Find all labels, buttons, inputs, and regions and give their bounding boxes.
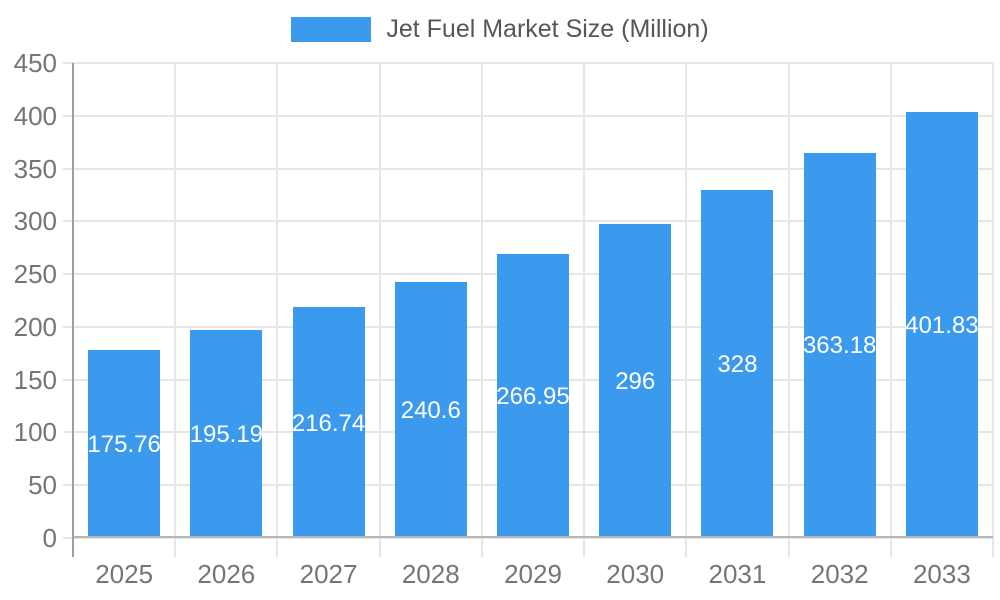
plot-area: 0 50 100 150 200 250 300 350 400 450 175.76 2025 195… (14, 50, 994, 589)
x-axis-tick-label: 2033 (912, 559, 971, 589)
y-axis-tick-label: 200 (13, 311, 57, 342)
x-axis-tick-label: 2031 (708, 559, 767, 589)
x-axis-line (73, 536, 993, 538)
bar-value-label: 216.74 (291, 409, 366, 437)
y-gridline (63, 114, 993, 117)
x-gridline (583, 63, 586, 557)
x-axis-tick-label: 2027 (299, 559, 358, 589)
x-gridline (992, 63, 994, 557)
bar-2027[interactable] (292, 307, 365, 536)
bar-2028[interactable] (394, 282, 467, 536)
bar-value-label: 363.18 (802, 332, 877, 360)
y-axis-tick-label: 50 (28, 470, 57, 501)
x-gridline (685, 63, 688, 557)
y-axis-line (72, 63, 74, 557)
y-axis-tick-label: 0 (42, 523, 57, 553)
bar-value-label: 240.6 (400, 397, 461, 425)
bar-2029[interactable] (497, 254, 569, 536)
bar-2033[interactable] (905, 111, 978, 536)
legend-swatch[interactable] (291, 17, 372, 42)
x-gridline (480, 63, 483, 557)
bar-value-label: 401.83 (905, 311, 979, 339)
y-axis-tick-label: 300 (13, 206, 57, 237)
y-gridline (63, 62, 993, 64)
bar-2025[interactable] (88, 350, 161, 536)
legend: Jet Fuel Market Size (Million) (0, 17, 1000, 42)
y-axis-tick-label: 400 (13, 100, 57, 131)
bar-value-label: 266.95 (496, 383, 570, 411)
x-axis-tick-label: 2028 (401, 559, 460, 589)
legend-label[interactable]: Jet Fuel Market Size (Million) (386, 15, 709, 43)
y-gridline (63, 537, 993, 539)
bar-2031[interactable] (701, 189, 774, 536)
y-axis-tick-label: 450 (13, 48, 57, 78)
bar-2032[interactable] (803, 152, 876, 536)
y-axis-tick-label: 100 (13, 417, 57, 448)
bar-2030[interactable] (599, 223, 672, 536)
y-axis-tick-label: 350 (13, 153, 57, 184)
x-gridline (378, 63, 381, 557)
x-axis-tick-label: 2029 (504, 559, 562, 589)
bar-value-label: 328 (717, 350, 758, 378)
x-gridline (276, 63, 279, 557)
x-axis-tick-label: 2032 (810, 559, 869, 589)
x-axis-tick-label: 2026 (197, 559, 256, 589)
bar-value-label: 296 (615, 367, 656, 395)
bar-2026[interactable] (190, 329, 263, 536)
y-gridline (63, 167, 993, 170)
x-gridline (889, 63, 892, 557)
bar-value-label: 175.76 (87, 431, 161, 459)
x-gridline (174, 63, 177, 557)
y-axis-tick-label: 250 (13, 259, 57, 290)
y-gridline (63, 220, 993, 223)
x-axis-tick-label: 2030 (606, 559, 665, 589)
y-axis-tick-label: 150 (13, 364, 57, 395)
bar-value-label: 195.19 (189, 420, 264, 448)
x-axis-tick-label: 2025 (95, 559, 154, 589)
x-gridline (787, 63, 790, 557)
